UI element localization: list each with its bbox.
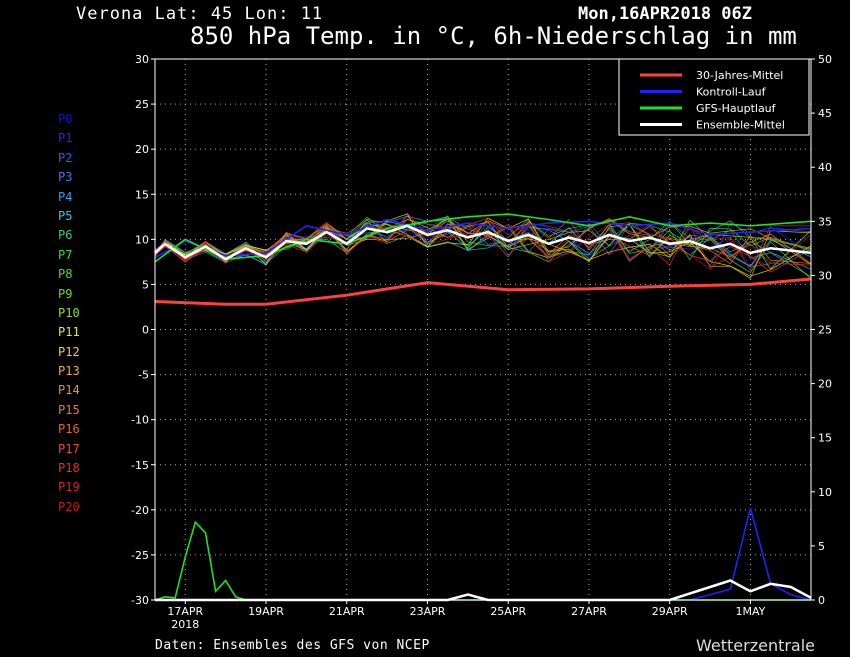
member-label: P0 [58,112,73,126]
legend-box [618,58,810,136]
member-label: P4 [58,189,73,204]
station-info: Verona Lat: 45 Lon: 11 [76,4,324,24]
plot-frame [154,58,812,601]
y-left-tick-label: -10 [131,414,149,427]
member-label: P6 [58,228,73,243]
legend-label: GFS-Hauptlauf [696,102,777,115]
y-right-tick-label: 5 [818,540,825,553]
y-left-tick-label: 10 [135,233,149,246]
x-tick-label: 19APR [248,605,284,618]
y-right-tick-label: 25 [818,324,832,337]
grid [155,59,811,600]
data-source: Daten: Ensembles des GFS von NCEP [155,638,430,653]
member-label: P2 [58,150,73,165]
member-label: P8 [58,267,73,282]
member-label: P7 [58,247,73,262]
gfs-main-run-temp-line [154,213,812,263]
y-right-tick-label: 45 [818,107,832,120]
x-tick-label: 1MAY [736,605,766,618]
member-label: P19 [58,480,80,495]
x-tick-label: 21APR [329,605,365,618]
y-right-tick-label: 30 [818,269,832,282]
ensemble-mean-temp-line [154,224,812,261]
y-left-tick-label: -25 [131,549,149,562]
x-tick-label: 27APR [571,605,607,618]
ensemble-mean-precip-line [155,579,812,602]
y-right-tick-label: 0 [818,594,825,607]
member-temp-line [154,215,812,270]
member-label: P13 [58,364,80,379]
ensemble-member-list: P0 P1 P2 P3 P4 P5 P6 P7 P8 P9 P10 P11 P12 P13 P14 P15 P1… [58,110,80,517]
x-tick-label: 25APR [490,605,526,618]
y-left-tick-label: 0 [142,324,149,337]
member-label: P5 [58,208,73,223]
legend: 30-Jahres-Mittel Kontroll-Lauf GFS-Hauptla… [618,58,810,136]
member-temp-line [154,218,812,280]
y-right-tick-label: 50 [818,53,832,66]
y-right-tick-label: 10 [818,486,832,499]
y-left-tick-label: -30 [131,594,149,607]
chart-title: 850 hPa Temp. in °C, 6h-Niederschlag in … [190,22,797,50]
y-left-tick-label: 5 [142,278,149,291]
y-right-tick-label: 15 [818,432,832,445]
y-left-tick-label: 15 [135,188,149,201]
legend-label: Kontroll-Lauf [696,86,767,99]
member-label: P20 [58,499,80,514]
member-label: P3 [58,170,73,185]
member-label: P9 [58,286,73,301]
x-tick-label: 29APR [652,605,688,618]
member-label: P16 [58,422,80,437]
member-label: P12 [58,344,80,359]
main-series [154,213,812,602]
x-tick-label: 17APR [167,605,203,618]
y-left-tick-label: -20 [131,504,149,517]
member-label: P18 [58,461,80,476]
y-left-tick-label: 30 [135,53,149,66]
y-left-tick-label: 25 [135,98,149,111]
y-right-tick-label: 20 [818,378,832,391]
brand-name: Wetterzentrale [696,636,816,655]
member-label: P10 [58,305,80,320]
member-label: P14 [58,383,80,398]
control-run-temp-line [154,218,812,259]
member-label: P17 [58,441,80,456]
climate-mean-temp-line [154,277,812,306]
y-left-axis: 30 25 20 15 10 5 0 -5 -10 -15 -20 -25 -30 [131,53,155,607]
legend-label: Ensemble-Mittel [696,119,785,132]
y-right-tick-label: 40 [818,161,832,174]
member-label: P11 [58,325,80,340]
x-tick-sublabel: 2018 [171,618,199,631]
legend-label: 30-Jahres-Mittel [696,69,783,82]
y-left-tick-label: 20 [135,143,149,156]
y-left-tick-label: -15 [131,459,149,472]
member-label: P15 [58,402,80,417]
member-temp-line [154,218,812,273]
y-right-tick-label: 35 [818,215,832,228]
gfs-main-run-precip-line [154,520,811,601]
y-left-tick-label: -5 [138,369,149,382]
run-datetime: Mon,16APR2018 06Z [578,4,752,24]
x-tick-label: 23APR [410,605,446,618]
member-label: P1 [58,131,73,146]
